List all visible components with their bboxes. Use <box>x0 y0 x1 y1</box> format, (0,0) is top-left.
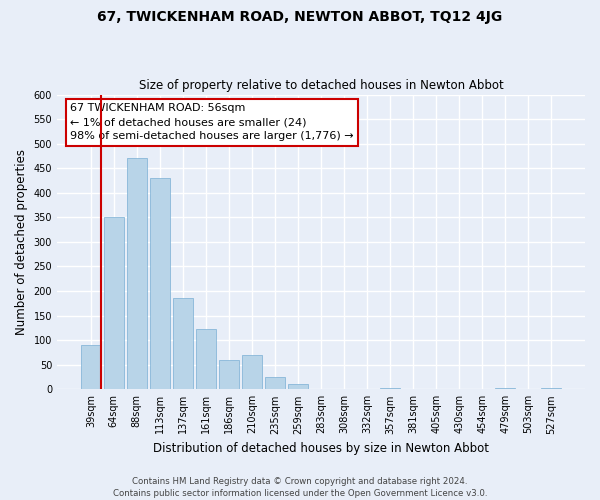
Title: Size of property relative to detached houses in Newton Abbot: Size of property relative to detached ho… <box>139 79 503 92</box>
Text: Contains HM Land Registry data © Crown copyright and database right 2024.
Contai: Contains HM Land Registry data © Crown c… <box>113 476 487 498</box>
Bar <box>196 330 216 390</box>
Bar <box>288 384 308 390</box>
Bar <box>496 388 515 390</box>
Bar <box>242 355 262 390</box>
Bar <box>81 345 101 390</box>
Text: 67, TWICKENHAM ROAD, NEWTON ABBOT, TQ12 4JG: 67, TWICKENHAM ROAD, NEWTON ABBOT, TQ12 … <box>97 10 503 24</box>
Text: 67 TWICKENHAM ROAD: 56sqm
← 1% of detached houses are smaller (24)
98% of semi-d: 67 TWICKENHAM ROAD: 56sqm ← 1% of detach… <box>70 104 354 142</box>
Bar <box>127 158 146 390</box>
Bar <box>380 388 400 390</box>
Bar <box>265 377 285 390</box>
Bar <box>219 360 239 390</box>
Bar <box>150 178 170 390</box>
Y-axis label: Number of detached properties: Number of detached properties <box>15 149 28 335</box>
Bar <box>173 298 193 390</box>
Bar <box>541 388 561 390</box>
X-axis label: Distribution of detached houses by size in Newton Abbot: Distribution of detached houses by size … <box>153 442 489 455</box>
Bar <box>104 218 124 390</box>
